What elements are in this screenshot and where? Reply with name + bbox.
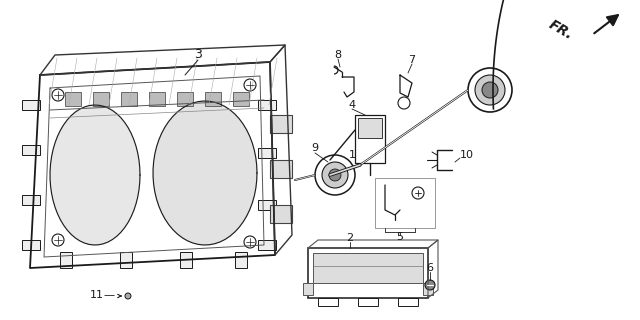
Text: 8: 8 — [335, 50, 342, 60]
Bar — [180, 252, 192, 268]
Bar — [308, 248, 428, 298]
Text: 5: 5 — [397, 232, 403, 242]
Text: 3: 3 — [194, 49, 202, 61]
Text: 6: 6 — [426, 263, 433, 273]
Bar — [235, 252, 247, 268]
Polygon shape — [153, 101, 257, 245]
Circle shape — [398, 97, 410, 109]
Circle shape — [475, 75, 505, 105]
Bar — [22, 100, 40, 110]
Text: 11: 11 — [90, 290, 104, 300]
Text: 2: 2 — [346, 233, 353, 243]
Bar — [121, 92, 137, 106]
Bar — [258, 200, 276, 210]
Bar — [423, 283, 433, 295]
Text: 4: 4 — [348, 100, 356, 110]
Text: FR.: FR. — [546, 18, 575, 43]
Circle shape — [468, 68, 512, 112]
Circle shape — [425, 280, 435, 290]
Bar — [375, 178, 435, 228]
Bar — [93, 92, 109, 106]
Bar — [22, 195, 40, 205]
Bar — [270, 160, 292, 178]
Text: 10: 10 — [460, 150, 474, 160]
Bar — [149, 92, 165, 106]
Circle shape — [244, 236, 256, 248]
Bar — [258, 100, 276, 110]
Bar — [270, 115, 292, 133]
Bar — [303, 283, 313, 295]
Circle shape — [412, 187, 424, 199]
Bar — [398, 298, 418, 306]
Text: 7: 7 — [408, 55, 415, 65]
Bar — [60, 252, 72, 268]
Bar — [22, 240, 40, 250]
Bar — [270, 205, 292, 223]
Bar — [355, 115, 385, 163]
Circle shape — [52, 89, 64, 101]
Text: —: — — [103, 290, 114, 300]
Bar — [313, 253, 423, 283]
Circle shape — [244, 79, 256, 91]
Text: 9: 9 — [312, 143, 319, 153]
Circle shape — [482, 82, 498, 98]
Bar — [318, 298, 338, 306]
Text: 1: 1 — [349, 150, 355, 160]
Bar — [358, 118, 382, 138]
Circle shape — [52, 234, 64, 246]
Bar — [233, 92, 249, 106]
Bar — [258, 148, 276, 158]
Bar — [120, 252, 132, 268]
Polygon shape — [50, 105, 140, 245]
Bar — [205, 92, 221, 106]
Circle shape — [322, 162, 348, 188]
Bar — [65, 92, 81, 106]
Circle shape — [125, 293, 131, 299]
Circle shape — [329, 169, 341, 181]
Circle shape — [315, 155, 355, 195]
Bar — [358, 298, 378, 306]
Bar — [258, 240, 276, 250]
Bar — [177, 92, 193, 106]
Bar — [22, 145, 40, 155]
